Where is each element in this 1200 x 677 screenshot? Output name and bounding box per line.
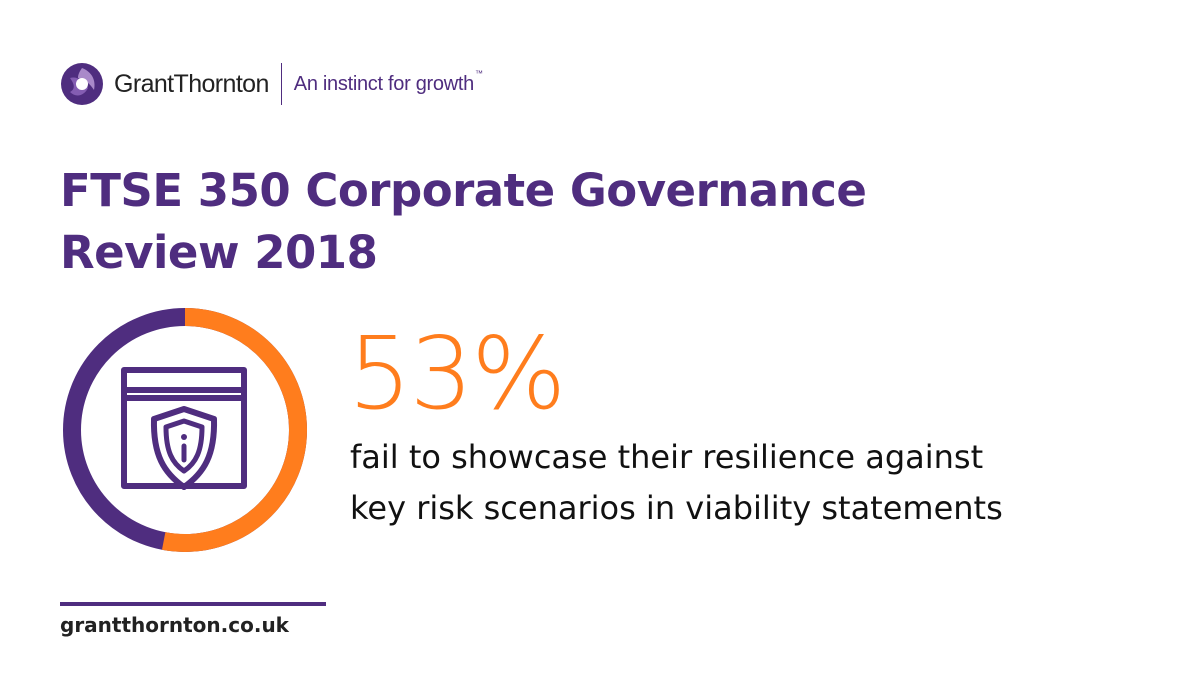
stat-description-line-2: key risk scenarios in viability statemen…	[350, 489, 1003, 527]
website-url: grantthornton.co.uk	[60, 613, 289, 637]
ring-value-arc	[63, 308, 307, 552]
percentage-ring	[63, 308, 307, 552]
trademark-mark: ™	[474, 68, 483, 78]
stat-description: fail to showcase their resilience agains…	[350, 432, 1170, 534]
grant-thornton-logo-icon	[61, 63, 103, 105]
brand-header: GrantThornton An instinct for growth™	[60, 62, 483, 106]
browser-shield-icon	[121, 367, 247, 490]
title-line-2: Review 2018	[60, 226, 378, 279]
stat-description-line-1: fail to showcase their resilience agains…	[350, 438, 984, 476]
brand-name: GrantThornton	[114, 69, 269, 98]
title-line-1: FTSE 350 Corporate Governance	[60, 164, 867, 217]
stat-value: 53%	[348, 315, 566, 432]
header-divider	[280, 63, 282, 105]
tagline: An instinct for growth™	[293, 68, 483, 95]
footer-rule	[60, 602, 326, 606]
page-title: FTSE 350 Corporate Governance Review 201…	[60, 160, 1160, 284]
